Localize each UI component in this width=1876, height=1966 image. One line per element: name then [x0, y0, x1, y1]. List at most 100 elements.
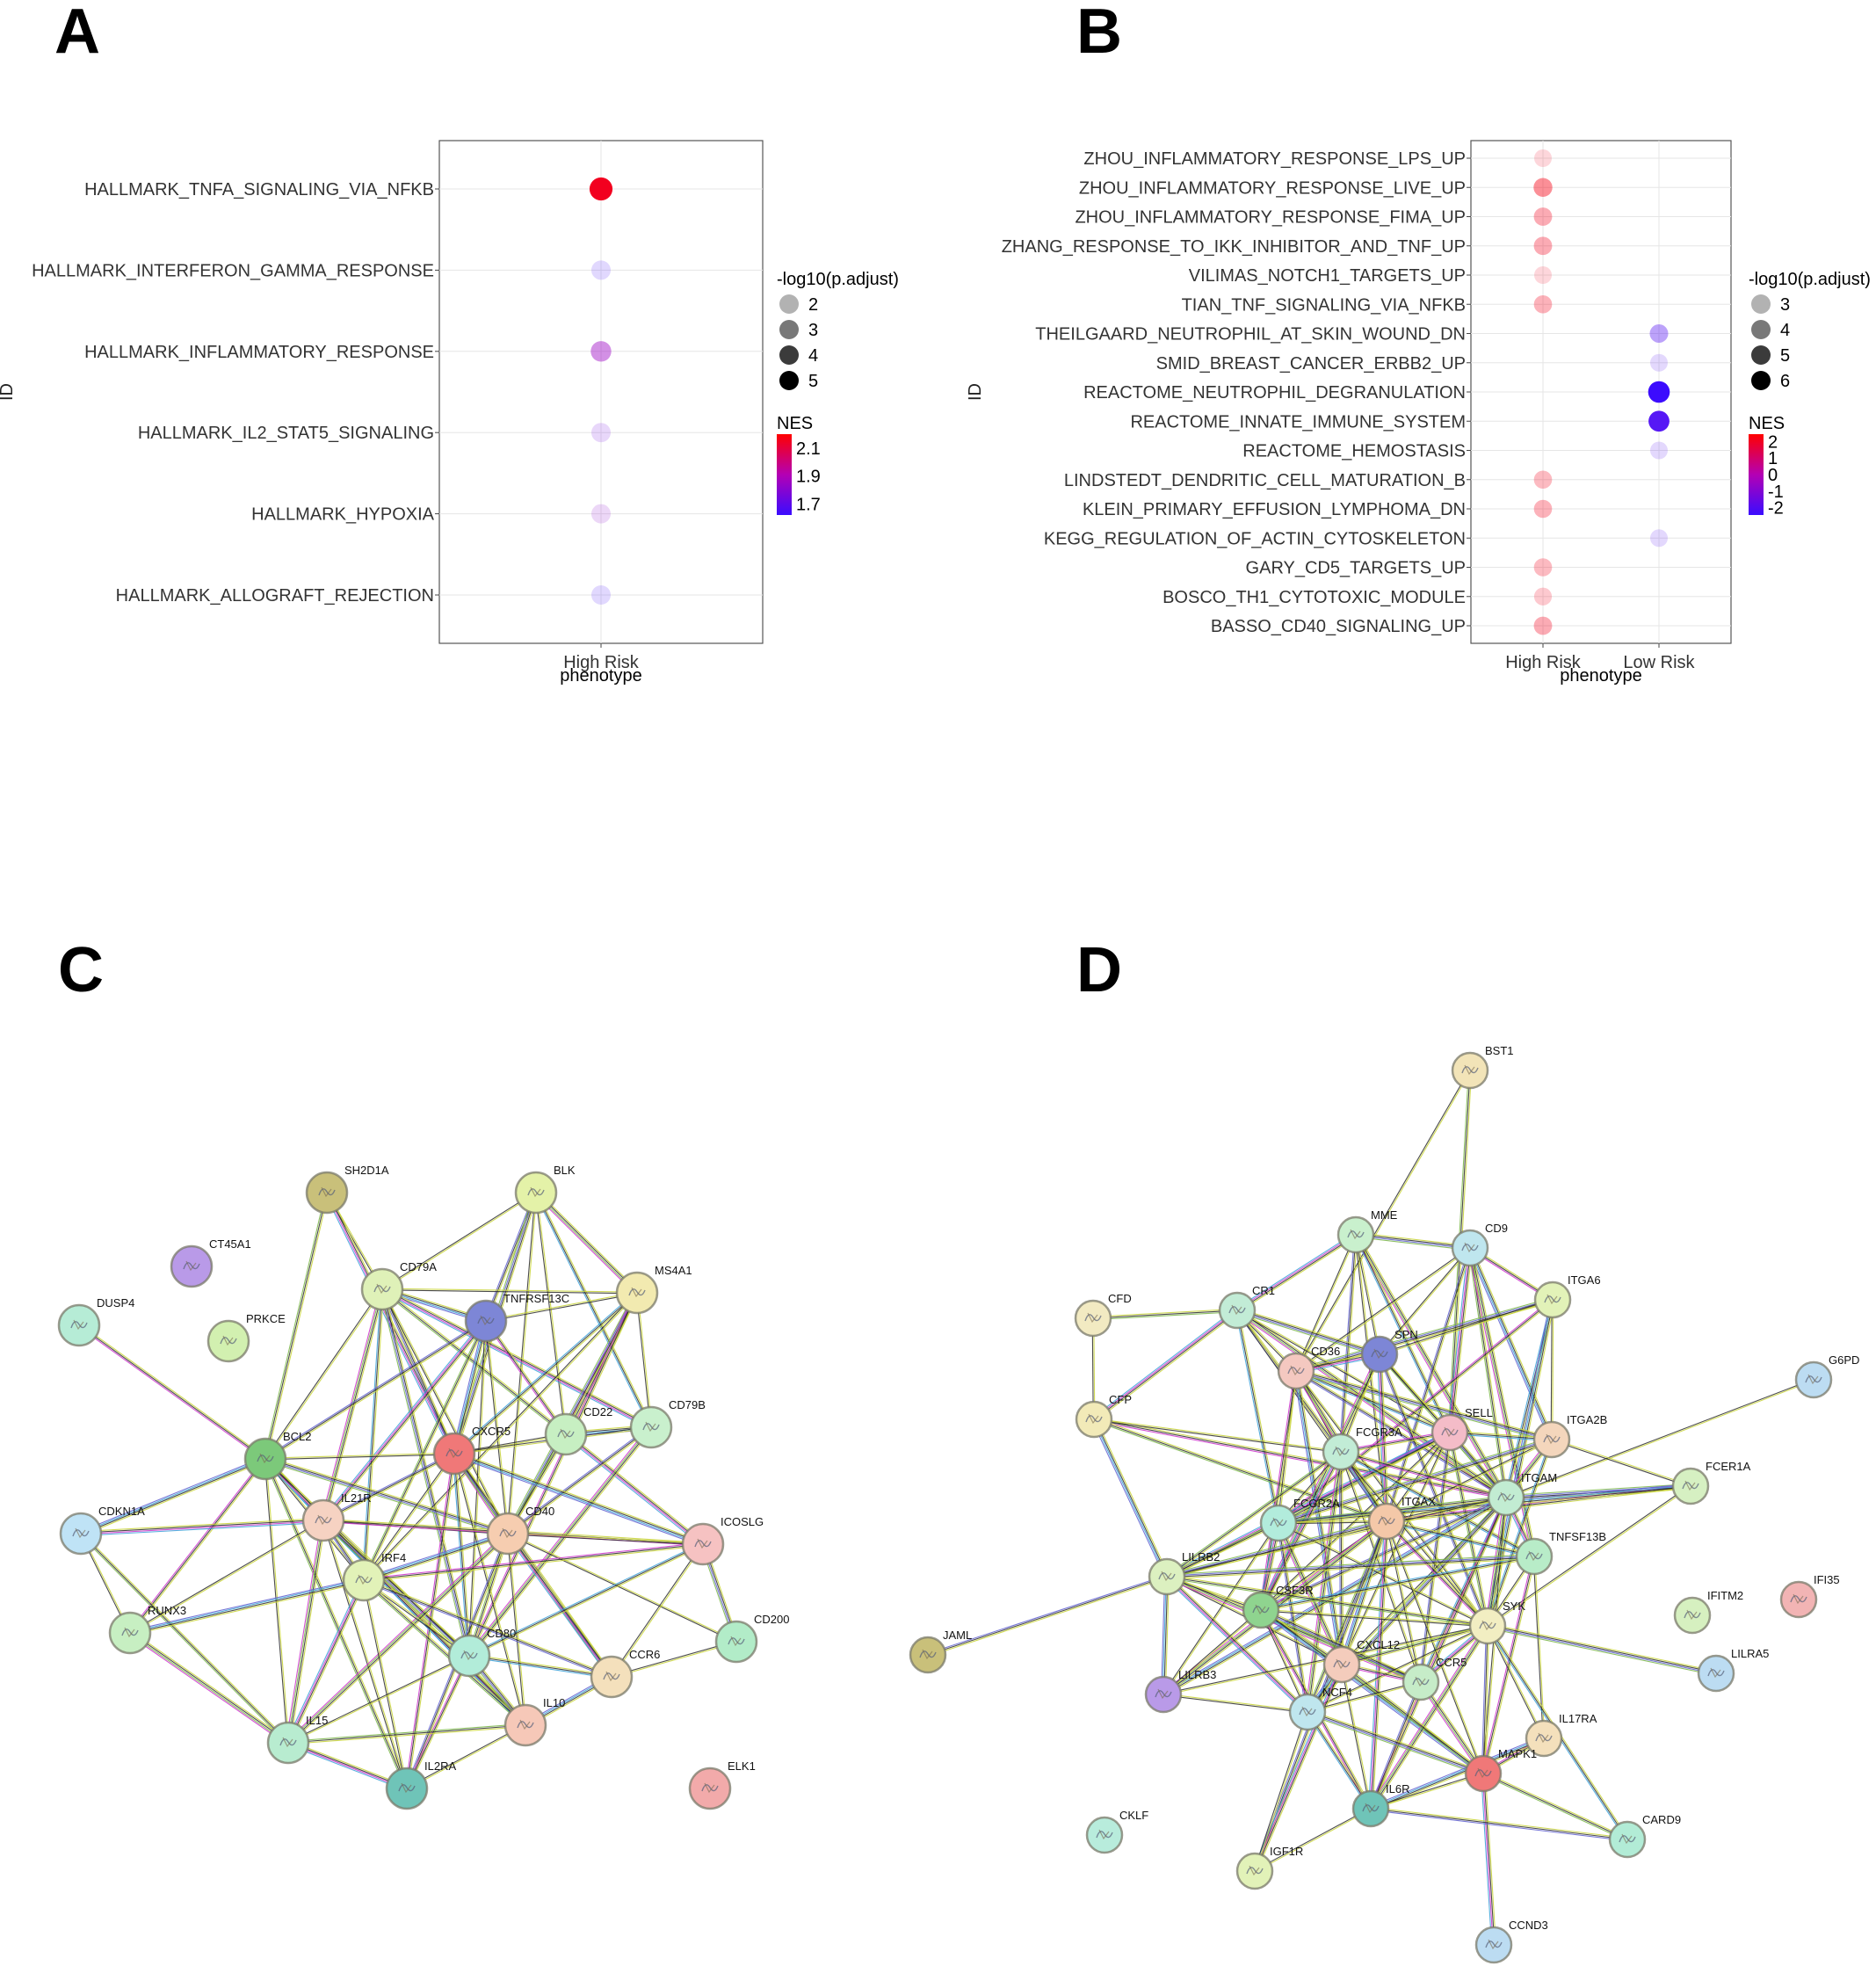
- chart-b-size-legend: 3 4 5 6: [1751, 294, 1790, 391]
- edge-mme-spn: [1354, 1234, 1381, 1355]
- network-d: BST1 MME CD9 ITGA6 CFD CR1 CD36 SPN G6PD CFP SELL I…: [909, 1044, 1859, 1964]
- edge-itga6-itgam: [1503, 1299, 1555, 1498]
- node-itga6: ITGA6: [1533, 1273, 1601, 1319]
- size-legend-swatch-4: [779, 345, 799, 365]
- point-klein-primary-effusion-lymphoma-dn: [1533, 499, 1553, 519]
- y-tick-label-hallmark-allograft-rejection: HALLMARK_ALLOGRAFT_REJECTION: [116, 586, 434, 606]
- node-icoslg: ICOSLG: [681, 1515, 764, 1566]
- edge-il10-il15: [287, 1723, 526, 1745]
- chart-a-size-legend: 2 3 4 5: [779, 294, 818, 391]
- y-tick-label-basso-cd40-signaling-up: BASSO_CD40_SIGNALING_UP: [1211, 617, 1466, 636]
- y-tick-label-gary-cd5-targets-up: GARY_CD5_TARGETS_UP: [1246, 559, 1466, 578]
- chart-a: HALLMARK_TNFA_SIGNALING_VIA_NFKB HALLMARK…: [0, 140, 899, 686]
- node-cd200: CD200: [714, 1613, 789, 1664]
- node-label-fcer1a: FCER1A: [1706, 1460, 1751, 1473]
- node-label-fcgr2a: FCGR2A: [1293, 1497, 1340, 1510]
- node-cfd: CFD: [1074, 1292, 1132, 1338]
- y-tick-label-zhang-response-to-ikk-inhibitor-and-tnf-up: ZHANG_RESPONSE_TO_IKK_INHIBITOR_AND_TNF_…: [1002, 237, 1466, 257]
- node-il21r: IL21R: [301, 1491, 372, 1542]
- node-mme: MME: [1336, 1208, 1398, 1254]
- point-kegg-regulation-of-actin-cytoskeleton: [1650, 529, 1668, 548]
- edge-il21r-il2ra: [322, 1520, 409, 1789]
- point-basso-cd40-signaling-up: [1533, 616, 1553, 635]
- panel-letter-b: B: [1076, 0, 1122, 67]
- network-c-edges: [77, 1190, 739, 1791]
- color-legend-bar: [1749, 434, 1764, 515]
- edge-syk-il6r: [1368, 1624, 1490, 1810]
- edge-cxcl12-igf1r: [1252, 1663, 1344, 1873]
- node-label-card9: CARD9: [1642, 1813, 1681, 1826]
- point-reactome-hemostasis: [1650, 441, 1668, 460]
- node-label-spn: SPN: [1394, 1328, 1418, 1341]
- node-label-elk1: ELK1: [728, 1759, 756, 1773]
- node-spn: SPN: [1360, 1328, 1418, 1374]
- edge-lilrb2-ncf4: [1164, 1574, 1310, 1715]
- node-label-tnfrsf13c: TNFRSF13C: [503, 1292, 569, 1305]
- edge-cd79a-irf4: [361, 1288, 385, 1581]
- x-tick-label-high-risk: High Risk: [1505, 653, 1582, 672]
- network-c-nodes: SH2D1A BLK CT45A1 DUSP4 PRKCE CD79A TNFRSF13C M…: [57, 1164, 789, 1810]
- edge-il6r-igf1r: [1254, 1807, 1372, 1873]
- node-csf3r: CSF3R: [1242, 1584, 1314, 1629]
- edge-irf4-il2ra: [362, 1579, 409, 1789]
- y-tick-label-hallmark-hypoxia: HALLMARK_HYPOXIA: [251, 505, 435, 525]
- node-sell: SELL: [1431, 1406, 1493, 1452]
- node-label-cd80: CD80: [487, 1627, 516, 1640]
- y-tick-label-smid-breast-cancer-erbb2-up: SMID_BREAST_CANCER_ERBB2_UP: [1156, 354, 1466, 374]
- point-vilimas-notch1-targets-up: [1534, 266, 1552, 284]
- size-legend-swatch-3: [1751, 294, 1771, 314]
- point-theilgaard-neutrophil-at-skin-wound-dn: [1649, 324, 1669, 343]
- edge-cdkn1a-il21r: [80, 1518, 324, 1536]
- edge-blk-tnfrsf13c: [483, 1192, 539, 1322]
- edge-il6r-card9: [1370, 1806, 1628, 1842]
- node-label-cd36: CD36: [1311, 1345, 1340, 1358]
- size-legend-swatch-3: [779, 320, 799, 339]
- edge-csf3r-syk: [1260, 1608, 1488, 1628]
- edge-lilrb2-jaml: [927, 1574, 1168, 1658]
- chart-b-color-legend-title: NES: [1749, 414, 1785, 433]
- edge-ccr5-ncf4: [1307, 1680, 1422, 1714]
- node-label-ifitm2: IFITM2: [1707, 1589, 1743, 1602]
- node-itgam: ITGAM: [1487, 1471, 1557, 1517]
- edge-cfp-lilrb2: [1091, 1418, 1170, 1578]
- edge-csf3r-lilrb3: [1163, 1608, 1262, 1696]
- edge-icoslg-ccr6: [610, 1543, 705, 1678]
- node-cr1: CR1: [1218, 1284, 1275, 1330]
- node-label-blk: BLK: [554, 1164, 576, 1177]
- panel-letter-a: A: [54, 0, 100, 67]
- node-ms4a1: MS4A1: [615, 1264, 692, 1315]
- y-tick-label-hallmark-il2-stat5-signaling: HALLMARK_IL2_STAT5_SIGNALING: [138, 424, 434, 443]
- node-label-ccr6: CCR6: [629, 1648, 660, 1661]
- node-lilrb3: LILRB3: [1144, 1668, 1216, 1714]
- node-cd36: CD36: [1277, 1345, 1340, 1390]
- edge-bcl2-cxcr5: [264, 1452, 455, 1461]
- edge-itga6-itga2b: [1550, 1299, 1554, 1440]
- edge-cfp-itgam: [1093, 1417, 1507, 1500]
- edge-fcgr2a-lilrb2: [1166, 1521, 1279, 1578]
- chart-a-gridlines: [439, 141, 763, 643]
- edge-tnfrsf13c-bcl2: [264, 1319, 488, 1461]
- edge-fcgr3a-itgam: [1340, 1449, 1507, 1500]
- y-tick-label-reactome-hemostasis: REACTOME_HEMOSTASIS: [1242, 442, 1466, 461]
- node-itga2b: ITGA2B: [1532, 1413, 1607, 1459]
- node-label-ccr5: CCR5: [1436, 1656, 1467, 1669]
- node-card9: CARD9: [1608, 1813, 1681, 1859]
- edge-cd36-itgam: [1294, 1369, 1508, 1499]
- node-label-il17ra: IL17RA: [1559, 1712, 1597, 1725]
- node-cklf: CKLF: [1085, 1809, 1148, 1854]
- edge-itgax-ccr5: [1385, 1520, 1423, 1683]
- size-legend-swatch-5: [1751, 345, 1771, 365]
- node-label-cxcl12: CXCL12: [1357, 1638, 1400, 1651]
- node-lilrb2: LILRB2: [1148, 1550, 1220, 1596]
- panel-letter-d: D: [1076, 935, 1122, 1005]
- edge-bcl2-cd40: [264, 1456, 509, 1536]
- node-label-cd200: CD200: [754, 1613, 789, 1626]
- edge-cd79b-cd40: [506, 1426, 653, 1535]
- y-tick-label-hallmark-interferon-gamma-response: HALLMARK_INTERFERON_GAMMA_RESPONSE: [32, 261, 434, 280]
- node-label-lilra5: LILRA5: [1731, 1647, 1769, 1660]
- node-label-fcgr3a: FCGR3A: [1356, 1426, 1402, 1439]
- node-cfp: CFP: [1075, 1393, 1132, 1439]
- color-legend-label-2-1: 2.1: [796, 439, 821, 459]
- node-label-mme: MME: [1371, 1208, 1398, 1222]
